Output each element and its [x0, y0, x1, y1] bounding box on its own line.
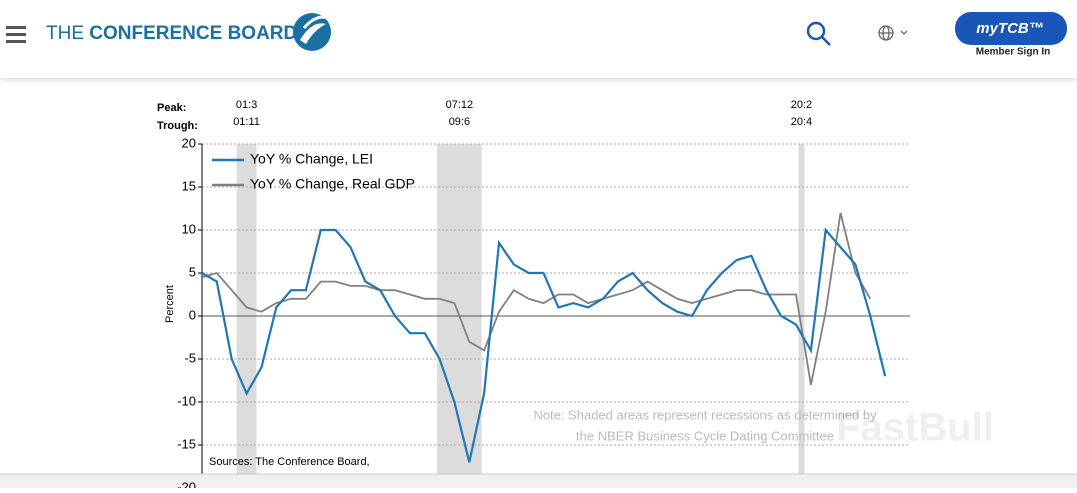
y-tick-label: 0 — [189, 307, 196, 322]
y-tick-label: 15 — [182, 178, 196, 193]
y-tick-label: 10 — [182, 221, 196, 236]
y-tick-label: 5 — [189, 264, 196, 279]
search-icon[interactable] — [806, 21, 831, 46]
brand-bold: CONFERENCE BOARD — [89, 23, 297, 44]
recession-peak: 01:3 — [236, 99, 257, 111]
recession-peak: 20:2 — [791, 99, 812, 111]
brand-light: THE — [46, 23, 84, 44]
recession-trough: 01:11 — [233, 116, 260, 128]
source: Sources: The Conference Board, — [209, 456, 370, 468]
language-icon[interactable] — [878, 25, 908, 41]
header-bar — [0, 0, 1077, 78]
peak-label: Peak: — [157, 102, 186, 114]
y-tick-label: -15 — [177, 436, 196, 451]
series-line — [201, 212, 872, 385]
y-tick-label: 20 — [182, 135, 196, 150]
series-line — [201, 227, 887, 463]
recession-trough: 09:6 — [449, 116, 470, 128]
legend-label: YoY % Change, Real GDP — [250, 176, 415, 192]
menu-icon[interactable] — [6, 26, 26, 43]
y-tick-label: -10 — [177, 393, 196, 408]
watermark: FastBull — [836, 406, 994, 450]
recession-band — [798, 144, 805, 474]
legend-label: YoY % Change, LEI — [250, 151, 373, 167]
recession-trough: 20:4 — [791, 116, 812, 128]
recession-band — [236, 144, 257, 474]
member-button-label: myTCB™ — [976, 20, 1044, 37]
member-sign-in[interactable]: Member Sign In — [976, 47, 1050, 58]
y-tick-label: -5 — [184, 350, 196, 365]
brand[interactable]: THE CONFERENCE BOARD — [46, 23, 297, 44]
note-line: the NBER Business Cycle Dating Committee — [576, 428, 834, 443]
y-tick-label: -20 — [177, 479, 196, 488]
y-axis-label: Percent — [164, 285, 176, 323]
trough-label: Trough: — [157, 120, 198, 132]
note-line: Note: Shaded areas represent recessions … — [533, 407, 877, 422]
recession-peak: 07:12 — [446, 99, 474, 111]
logo-icon — [293, 13, 331, 51]
footer-bar — [0, 474, 1077, 488]
member-button[interactable] — [955, 12, 1067, 45]
plot — [198, 143, 910, 474]
